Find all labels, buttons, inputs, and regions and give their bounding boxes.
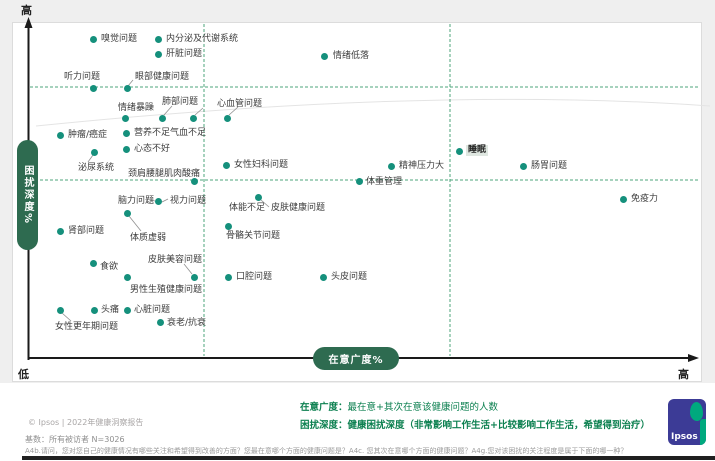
point-label: 精神压力大: [399, 161, 445, 171]
data-point: [121, 114, 129, 122]
data-point: [254, 193, 262, 201]
data-point: [189, 114, 197, 122]
data-point: [223, 114, 231, 122]
point-label: 男性生殖健康问题: [130, 285, 203, 295]
point-label: 心血管问题: [217, 99, 263, 109]
data-point: [90, 306, 98, 314]
data-point: [89, 259, 97, 267]
point-label: 皮肤美容问题: [148, 255, 203, 265]
point-label: 头皮问题: [331, 272, 368, 282]
data-point: [355, 177, 363, 185]
point-label: 睡眠: [466, 145, 489, 156]
y-axis-high-label: 高: [21, 4, 32, 17]
point-label: 脑力问题: [118, 196, 155, 206]
logo-green-strip: [700, 419, 706, 445]
legend-line-breadth: 在意广度：最在意+其次在意该健康问题的人数: [300, 399, 705, 417]
legend-depth-term: 困扰深度：: [300, 420, 348, 431]
legend-breadth-term: 在意广度：: [300, 402, 348, 413]
point-label: 皮肤健康问题: [271, 203, 326, 213]
point-label: 女性更年期问题: [55, 322, 119, 332]
bottom-border-bar: [22, 456, 715, 460]
data-point: [56, 306, 64, 314]
point-label: 颈肩腰腿肌肉酸痛: [128, 169, 201, 179]
sample-base-text: 基数：所有被访者 N=3026: [25, 435, 125, 444]
legend-breadth-definition: 最在意+其次在意该健康问题的人数: [347, 402, 498, 413]
point-label: 肿瘤/癌症: [68, 130, 108, 140]
data-point: [224, 222, 232, 230]
x-axis-high-label: 高: [678, 368, 689, 381]
survey-question-text: A4b.请问，您对您自己的健康情况有哪些关注和希望得到改善的方面？您最在意哪个方…: [25, 447, 628, 455]
data-point: [122, 145, 130, 153]
data-point: [90, 148, 98, 156]
axis-low-label: 低: [18, 368, 29, 381]
point-label: 嗅觉问题: [101, 34, 138, 44]
point-label: 泌尿系统: [78, 163, 115, 173]
point-label: 肝脏问题: [166, 49, 203, 59]
data-point: [56, 227, 64, 235]
data-point: [222, 161, 230, 169]
point-label: 骨骼关节问题: [226, 231, 281, 241]
data-point: [89, 35, 97, 43]
ipsos-logo: Ipsos: [668, 399, 706, 445]
point-label: 肾部问题: [68, 226, 105, 236]
data-point: [56, 131, 64, 139]
data-point: [224, 273, 232, 281]
legend-depth-definition: 健康困扰深度（非常影响工作生活+比较影响工作生活，希望得到治疗）: [347, 420, 650, 431]
point-label: 情绪暴躁: [118, 103, 155, 113]
data-point: [156, 318, 164, 326]
chart-legend: 在意广度：最在意+其次在意该健康问题的人数 困扰深度：健康困扰深度（非常影响工作…: [300, 399, 705, 435]
point-label: 肠胃问题: [531, 161, 568, 171]
data-point: [123, 209, 131, 217]
x-axis-title-pill: 在意广度%: [313, 347, 399, 370]
point-label: 体质虚弱: [130, 233, 167, 243]
data-point: [89, 84, 97, 92]
point-label: 情绪低落: [333, 51, 370, 61]
point-label: 心脏问题: [134, 305, 171, 315]
point-label: 女性妇科问题: [234, 160, 289, 170]
logo-head-icon: [690, 402, 703, 421]
data-point: [319, 273, 327, 281]
data-point: [619, 195, 627, 203]
y-axis-title-pill: 困扰深度%: [17, 140, 38, 250]
data-point: [158, 114, 166, 122]
data-point: [154, 35, 162, 43]
data-point: [123, 273, 131, 281]
data-point: [122, 129, 130, 137]
data-point: [190, 177, 198, 185]
point-label: 体能不足: [229, 203, 266, 213]
point-label: 衰老/抗衰: [167, 318, 207, 328]
data-point: [154, 50, 162, 58]
logo-wordmark: Ipsos: [671, 432, 698, 442]
data-point: [123, 84, 131, 92]
copyright-text: © Ipsos | 2022年健康洞察报告: [28, 418, 144, 427]
point-label: 头痛: [101, 305, 120, 315]
point-label: 口腔问题: [236, 272, 273, 282]
point-label: 免疫力: [631, 194, 659, 204]
point-label: 内分泌及代谢系统: [166, 34, 239, 44]
data-point: [190, 273, 198, 281]
data-point: [387, 162, 395, 170]
data-point: [123, 306, 131, 314]
legend-line-depth: 困扰深度：健康困扰深度（非常影响工作生活+比较影响工作生活，希望得到治疗）: [300, 417, 705, 435]
point-label: 听力问题: [64, 72, 101, 82]
footer-area: [0, 383, 715, 461]
point-label: 营养不足气血不足: [134, 128, 207, 138]
data-point: [455, 147, 463, 155]
point-label: 肺部问题: [162, 97, 199, 107]
point-label: 食欲: [100, 262, 119, 272]
chart-panel: [12, 22, 702, 382]
point-label: 体重管理: [366, 177, 403, 187]
data-point: [519, 162, 527, 170]
point-label: 眼部健康问题: [135, 72, 190, 82]
point-label: 视力问题: [170, 196, 207, 206]
point-label: 心态不好: [134, 144, 171, 154]
data-point: [320, 52, 328, 60]
data-point: [154, 197, 162, 205]
